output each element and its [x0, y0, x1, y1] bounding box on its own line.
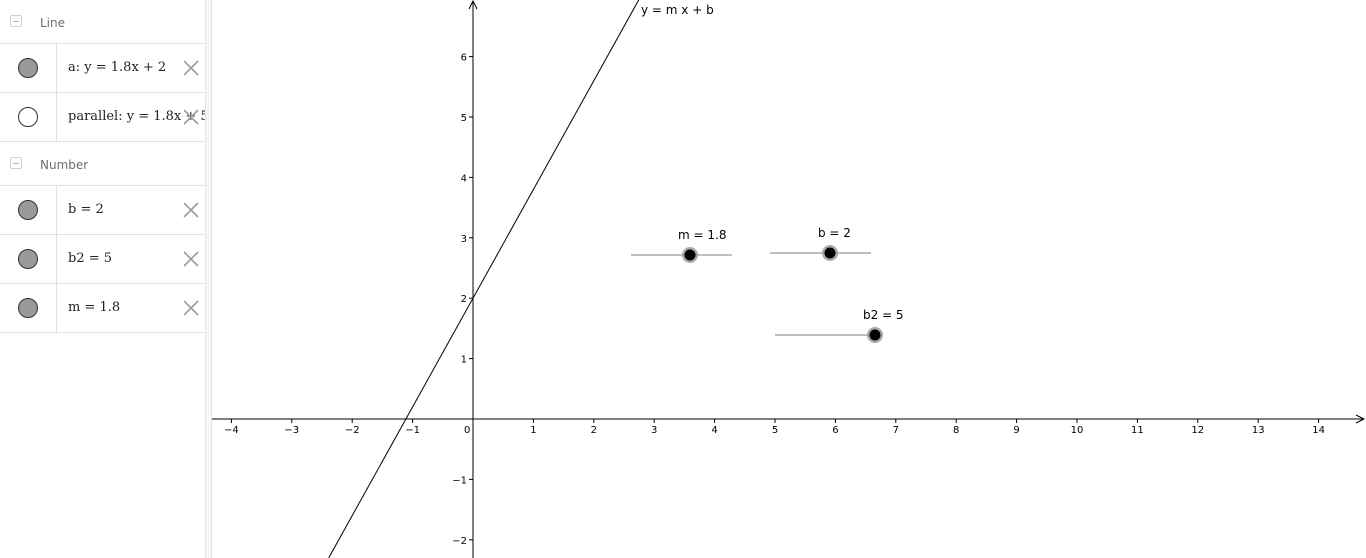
marble-cell: [0, 44, 57, 92]
x-tick-label: 2: [591, 425, 597, 436]
algebra-row-b2[interactable]: b2 = 5: [0, 235, 205, 284]
slider-knob[interactable]: [824, 247, 836, 259]
x-axis-arrow-icon: [1355, 414, 1366, 424]
algebra-row-parallel[interactable]: parallel: y = 1.8x + 5: [0, 93, 209, 142]
x-tick-label: 6: [832, 425, 838, 436]
x-tick-label: 9: [1013, 425, 1019, 436]
slider-m[interactable]: m = 1.8: [631, 228, 732, 263]
slider-caption[interactable]: b = 2: [818, 226, 851, 240]
group-label: Line: [40, 16, 66, 30]
algebra-view: Line a: y = 1.8x + 2 parallel: y = 1.8x …: [0, 0, 209, 558]
x-tick-label: 5: [772, 425, 778, 436]
delete-icon[interactable]: [182, 299, 200, 317]
slider-caption[interactable]: m = 1.8: [678, 228, 726, 242]
delete-icon[interactable]: [182, 201, 200, 219]
visibility-toggle-icon[interactable]: [18, 58, 38, 78]
algebra-row-a[interactable]: a: y = 1.8x + 2: [0, 44, 205, 93]
algebra-item-text[interactable]: m = 1.8: [68, 300, 121, 315]
delete-icon[interactable]: [182, 250, 200, 268]
algebra-item-text[interactable]: parallel: y = 1.8x + 5: [68, 109, 209, 124]
visibility-toggle-icon[interactable]: [18, 107, 38, 127]
y-axis-arrow-icon: [468, 0, 478, 10]
x-tick-label: 1: [530, 425, 536, 436]
x-tick-label: 13: [1252, 425, 1265, 436]
y-tick-label: 1: [461, 355, 467, 366]
x-tick-label: 4: [711, 425, 717, 436]
x-tick-label: 0: [464, 425, 470, 436]
view-splitter[interactable]: [205, 0, 212, 558]
slider-caption[interactable]: b2 = 5: [863, 308, 904, 322]
marble-cell: [0, 284, 57, 332]
visibility-toggle-icon[interactable]: [18, 298, 38, 318]
algebra-item-text[interactable]: a: y = 1.8x + 2: [68, 60, 167, 75]
y-tick-label: 4: [461, 173, 467, 184]
group-label: Number: [40, 158, 89, 172]
x-tick-label: 14: [1312, 425, 1325, 436]
group-header-number[interactable]: Number: [0, 142, 205, 186]
marble-cell: [0, 235, 57, 283]
collapse-icon[interactable]: [10, 15, 22, 27]
delete-icon[interactable]: [182, 108, 200, 126]
visibility-toggle-icon[interactable]: [18, 200, 38, 220]
y-tick-label: −2: [452, 536, 467, 547]
algebra-row-m[interactable]: m = 1.8: [0, 284, 205, 333]
line-a[interactable]: [328, 0, 641, 558]
marble-cell: [0, 186, 57, 234]
x-tick-label: −4: [224, 425, 239, 436]
slider-knob[interactable]: [869, 329, 881, 341]
marble-cell: [0, 93, 57, 141]
x-tick-label: −3: [284, 425, 299, 436]
y-tick-label: 5: [461, 113, 467, 124]
axes: [212, 0, 1366, 558]
slider-knob[interactable]: [684, 249, 696, 261]
x-tick-label: 7: [893, 425, 899, 436]
visibility-toggle-icon[interactable]: [18, 249, 38, 269]
slider-b2[interactable]: b2 = 5: [775, 308, 904, 343]
x-tick-label: −2: [345, 425, 360, 436]
y-tick-label: 2: [461, 294, 467, 305]
algebra-row-b[interactable]: b = 2: [0, 186, 205, 235]
algebra-item-text[interactable]: b = 2: [68, 202, 104, 217]
algebra-item-text[interactable]: b2 = 5: [68, 251, 113, 266]
collapse-icon[interactable]: [10, 157, 22, 169]
slider-b[interactable]: b = 2: [770, 226, 871, 261]
y-tick-label: −1: [452, 475, 467, 486]
x-tick-label: 11: [1131, 425, 1144, 436]
sliders: m = 1.8 b = 2 b2 = 5: [631, 226, 904, 343]
x-tick-label: −1: [405, 425, 420, 436]
y-tick-label: 3: [461, 234, 467, 245]
x-tick-label: 8: [953, 425, 959, 436]
x-tick-label: 12: [1191, 425, 1204, 436]
y-tick-label: 6: [461, 53, 467, 64]
x-tick-label: 3: [651, 425, 657, 436]
group-header-line[interactable]: Line: [0, 0, 205, 44]
delete-icon[interactable]: [182, 59, 200, 77]
line-caption[interactable]: y = m x + b: [641, 3, 714, 17]
x-tick-label: 10: [1071, 425, 1084, 436]
